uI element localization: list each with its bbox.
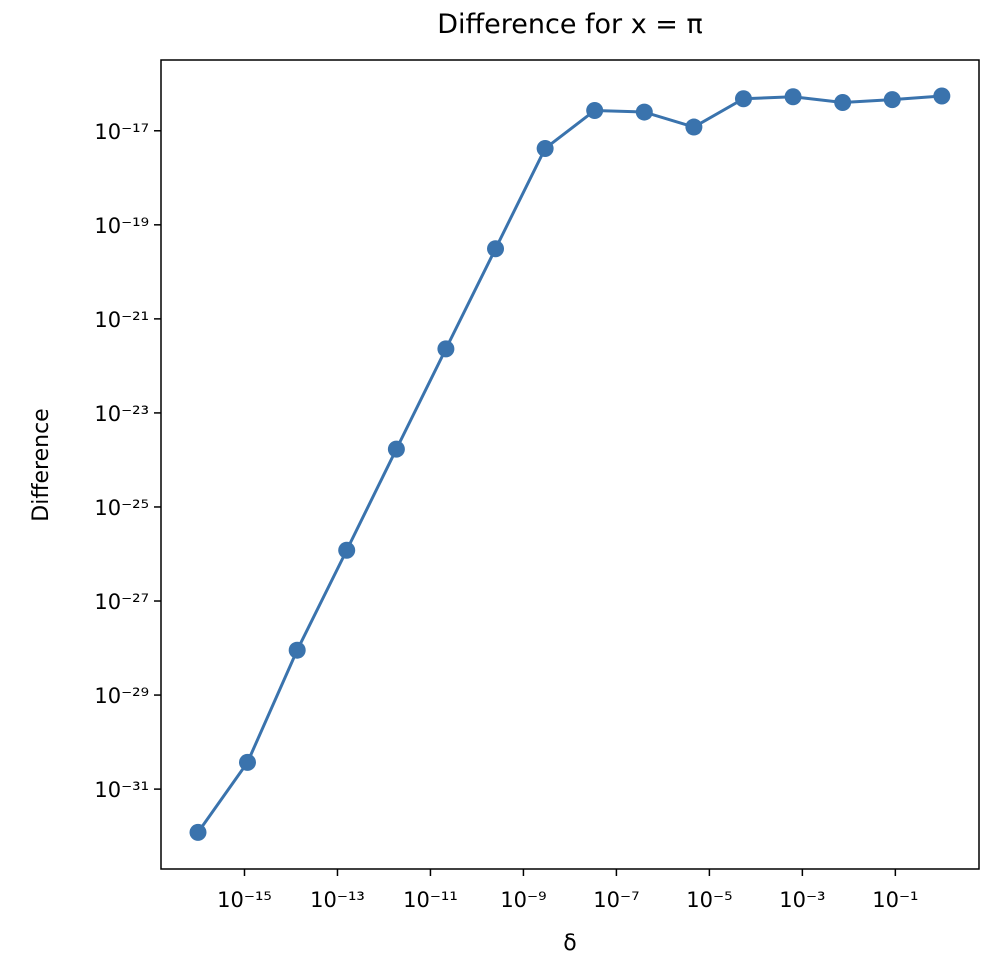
data-point bbox=[883, 91, 901, 109]
y-tick-label: 10⁻²¹ bbox=[94, 308, 149, 332]
x-tick-label: 10⁻⁷ bbox=[593, 888, 639, 912]
data-point bbox=[487, 240, 505, 258]
data-point bbox=[635, 103, 653, 121]
data-point bbox=[734, 90, 752, 108]
x-tick-label: 10⁻¹ bbox=[872, 888, 918, 912]
y-tick-label: 10⁻²⁷ bbox=[94, 590, 149, 614]
y-tick-label: 10⁻¹⁹ bbox=[94, 214, 149, 238]
data-point bbox=[437, 340, 455, 358]
data-point bbox=[933, 87, 951, 105]
x-tick-label: 10⁻³ bbox=[779, 888, 825, 912]
data-line bbox=[196, 94, 942, 834]
x-axis-label: δ bbox=[563, 931, 576, 956]
data-point bbox=[288, 641, 306, 659]
x-tick-label: 10⁻¹⁵ bbox=[217, 888, 272, 912]
data-point bbox=[238, 753, 256, 771]
x-tick-label: 10⁻⁹ bbox=[500, 888, 546, 912]
y-tick-label: 10⁻²⁹ bbox=[94, 684, 149, 708]
y-tick-label: 10⁻¹⁷ bbox=[94, 120, 149, 144]
y-tick-label: 10⁻²⁵ bbox=[94, 496, 149, 520]
x-tick-label: 10⁻¹³ bbox=[310, 888, 365, 912]
x-tick-label: 10⁻¹¹ bbox=[403, 888, 458, 912]
data-point bbox=[338, 541, 356, 559]
data-point bbox=[387, 440, 405, 458]
data-point bbox=[536, 139, 554, 157]
plot-frame bbox=[160, 59, 980, 870]
data-point bbox=[189, 823, 207, 841]
data-point bbox=[834, 93, 852, 111]
x-tick-label: 10⁻⁵ bbox=[686, 888, 732, 912]
y-axis-label: Difference bbox=[29, 408, 54, 521]
chart-title: Difference for x = π bbox=[437, 9, 703, 40]
data-point bbox=[685, 118, 703, 136]
y-tick-label: 10⁻²³ bbox=[94, 402, 149, 426]
y-tick-label: 10⁻³¹ bbox=[94, 778, 149, 802]
data-point bbox=[784, 88, 802, 106]
data-point bbox=[586, 101, 604, 119]
